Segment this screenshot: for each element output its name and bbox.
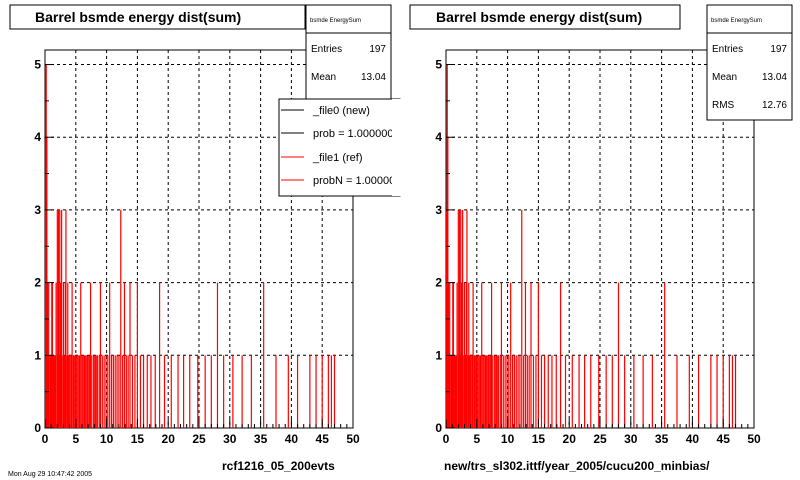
right-stats-name: bsmde EnergySum [711, 18, 762, 24]
right-bars [446, 64, 737, 428]
x-tick-label: 0 [443, 432, 450, 446]
left-chart-title: Barrel bsmde energy dist(sum) [35, 9, 241, 25]
left-y-axis: 0 1 2 3 4 5 [34, 58, 54, 435]
left-stats-mean-value: 13.04 [361, 72, 386, 83]
x-tick-label: 50 [346, 432, 360, 446]
x-tick-label: 10 [100, 432, 114, 446]
x-tick-label: 35 [655, 432, 669, 446]
left-x-axis: 0 5 10 15 20 25 30 35 40 45 50 [42, 419, 360, 446]
footer-timestamp: Mon Aug 29 10:47:42 2005 [8, 471, 92, 478]
right-stats-rms-label: RMS [712, 100, 735, 111]
right-stats-box: bsmde EnergySum Entries 197 Mean 13.04 R… [706, 4, 793, 121]
x-tick-label: 45 [717, 432, 731, 446]
x-tick-label: 15 [131, 432, 145, 446]
left-stats-entries-label: Entries [311, 44, 342, 55]
right-stats-mean-value: 13.04 [762, 72, 787, 83]
y-tick-label: 1 [34, 348, 41, 362]
y-tick-label: 4 [34, 130, 41, 144]
left-title-box [9, 4, 306, 30]
legend-box: _file0 (new) prob = 1.000000 _file1 (ref… [278, 98, 402, 197]
x-tick-label: 35 [254, 432, 268, 446]
y-tick-label: 1 [435, 348, 442, 362]
right-x-axis-label: new/trs_sl302.ittf/year_2005/cucu200_min… [444, 459, 710, 473]
y-tick-label: 3 [34, 203, 41, 217]
y-tick-label: 0 [34, 421, 41, 435]
y-tick-label: 5 [435, 58, 442, 72]
x-tick-label: 0 [42, 432, 49, 446]
x-tick-label: 5 [72, 432, 79, 446]
left-stats-mean-label: Mean [311, 72, 336, 83]
y-tick-label: 5 [34, 58, 41, 72]
x-tick-label: 15 [532, 432, 546, 446]
legend-entry-prob: prob = 1.000000 [313, 128, 393, 140]
x-tick-label: 40 [285, 432, 299, 446]
right-title-box [409, 4, 681, 30]
x-tick-label: 5 [473, 432, 480, 446]
right-stats-mean-label: Mean [712, 72, 737, 83]
x-tick-label: 20 [162, 432, 176, 446]
x-tick-label: 30 [624, 432, 638, 446]
x-tick-label: 40 [686, 432, 700, 446]
legend-entry-new: _file0 (new) [312, 105, 370, 117]
right-stats-rms-value: 12.76 [762, 100, 787, 111]
y-tick-label: 2 [435, 276, 442, 290]
y-tick-label: 4 [435, 130, 442, 144]
y-tick-label: 0 [435, 421, 442, 435]
x-tick-label: 50 [747, 432, 761, 446]
right-stats-entries-label: Entries [712, 44, 743, 55]
right-y-axis: 0 1 2 3 4 5 [435, 58, 455, 435]
left-x-axis-label: rcf1216_05_200evts [222, 459, 335, 473]
left-stats-name: bsmde EnergySum [310, 18, 361, 24]
legend-clip [392, 99, 402, 196]
x-tick-label: 25 [593, 432, 607, 446]
left-stats-entries-value: 197 [369, 44, 386, 55]
y-tick-label: 3 [435, 203, 442, 217]
right-histogram-panel: Barrel bsmde energy dist(sum) 0 5 10 15 20 25… [409, 4, 793, 473]
left-histogram-panel: Barrel bsmde energy dist(sum) 0 5 10 15 20 25… [9, 4, 402, 473]
legend-entry-ref: _file1 (ref) [312, 152, 363, 164]
x-tick-label: 10 [501, 432, 515, 446]
right-x-axis: 0 5 10 15 20 25 30 35 40 45 50 [443, 419, 761, 446]
right-chart-title: Barrel bsmde energy dist(sum) [436, 9, 642, 25]
x-tick-label: 30 [223, 432, 237, 446]
x-tick-label: 45 [316, 432, 330, 446]
y-tick-label: 2 [34, 276, 41, 290]
right-stats-entries-value: 197 [770, 44, 787, 55]
x-tick-label: 25 [192, 432, 206, 446]
legend-entry-probn: probN = 1.000000 [313, 175, 401, 187]
x-tick-label: 20 [563, 432, 577, 446]
